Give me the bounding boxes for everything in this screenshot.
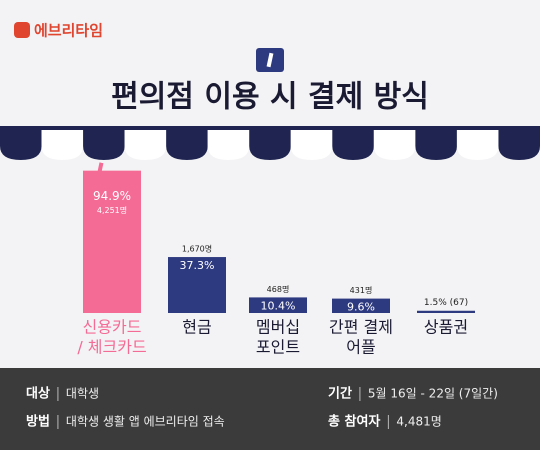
awning-scallop bbox=[249, 130, 291, 160]
value-label: 1.5% bbox=[424, 297, 447, 307]
footer-label: 기간 bbox=[328, 386, 352, 402]
value-label: 9.6% bbox=[347, 301, 375, 314]
awning-scallop bbox=[290, 130, 333, 160]
awning bbox=[0, 130, 540, 160]
category-label: 멤버십 bbox=[256, 318, 300, 337]
awning-scallop bbox=[0, 130, 42, 160]
footer-value: 대학생 생활 앱 에브리타임 접속 bbox=[66, 415, 225, 429]
chart-title: 편의점 이용 시 결제 방식 bbox=[111, 80, 429, 115]
bar bbox=[417, 310, 475, 313]
awning-scallop bbox=[166, 130, 208, 160]
awning-scallop bbox=[415, 130, 457, 160]
awning-scallop bbox=[332, 130, 374, 160]
bar bbox=[249, 297, 307, 313]
category-label: 상품권 bbox=[424, 318, 468, 337]
awning-scallop bbox=[41, 130, 84, 160]
awning-scallop bbox=[373, 130, 416, 160]
awning-scallop bbox=[83, 130, 125, 160]
count-label: 468명 bbox=[267, 284, 290, 294]
brand: 에브리타임 bbox=[34, 22, 103, 40]
footer-value: 4,481명 bbox=[396, 415, 441, 429]
count-label: 4,251명 bbox=[97, 205, 127, 215]
category-label: 어플 bbox=[346, 338, 375, 357]
category-label: 포인트 bbox=[256, 338, 300, 357]
count-label: 1,670명 bbox=[182, 244, 212, 254]
awning-bar bbox=[0, 126, 540, 130]
bar bbox=[332, 298, 390, 313]
value-label: 37.3% bbox=[180, 259, 215, 272]
bar-label: 1.5% (67) bbox=[424, 297, 468, 307]
awning-scallop bbox=[498, 130, 540, 160]
category-label: 신용카드 bbox=[83, 318, 142, 337]
footer-value: 대학생 bbox=[66, 387, 99, 401]
category-label: 현금 bbox=[182, 318, 211, 337]
category-label: / 체크카드 bbox=[77, 338, 146, 357]
footer-value: 5월 16일 - 22일 (7일간) bbox=[368, 387, 498, 401]
bar bbox=[168, 257, 226, 313]
sign-mark bbox=[266, 52, 274, 68]
tassel bbox=[96, 162, 104, 177]
footer-label: 대상 bbox=[26, 387, 50, 402]
category-label: 간편 결제 bbox=[329, 318, 393, 337]
count-label: 431명 bbox=[350, 285, 373, 295]
footer-bg bbox=[0, 368, 540, 450]
footer-label: 총 참여자 bbox=[328, 414, 380, 430]
awning-scallop bbox=[124, 130, 167, 160]
awning-scallop bbox=[456, 130, 499, 160]
count-label: (67) bbox=[450, 297, 468, 307]
footer-label: 방법 bbox=[26, 414, 50, 430]
bar bbox=[83, 170, 141, 313]
footer: 대상 대학생 기간 5월 16일 - 22일 (7일간) 방법 대학생 생활 앱 에브리타… bbox=[26, 386, 498, 430]
value-label: 94.9% bbox=[93, 189, 131, 203]
awning-scallop bbox=[207, 130, 250, 160]
value-label: 10.4% bbox=[261, 299, 296, 312]
logo-icon bbox=[14, 22, 30, 38]
